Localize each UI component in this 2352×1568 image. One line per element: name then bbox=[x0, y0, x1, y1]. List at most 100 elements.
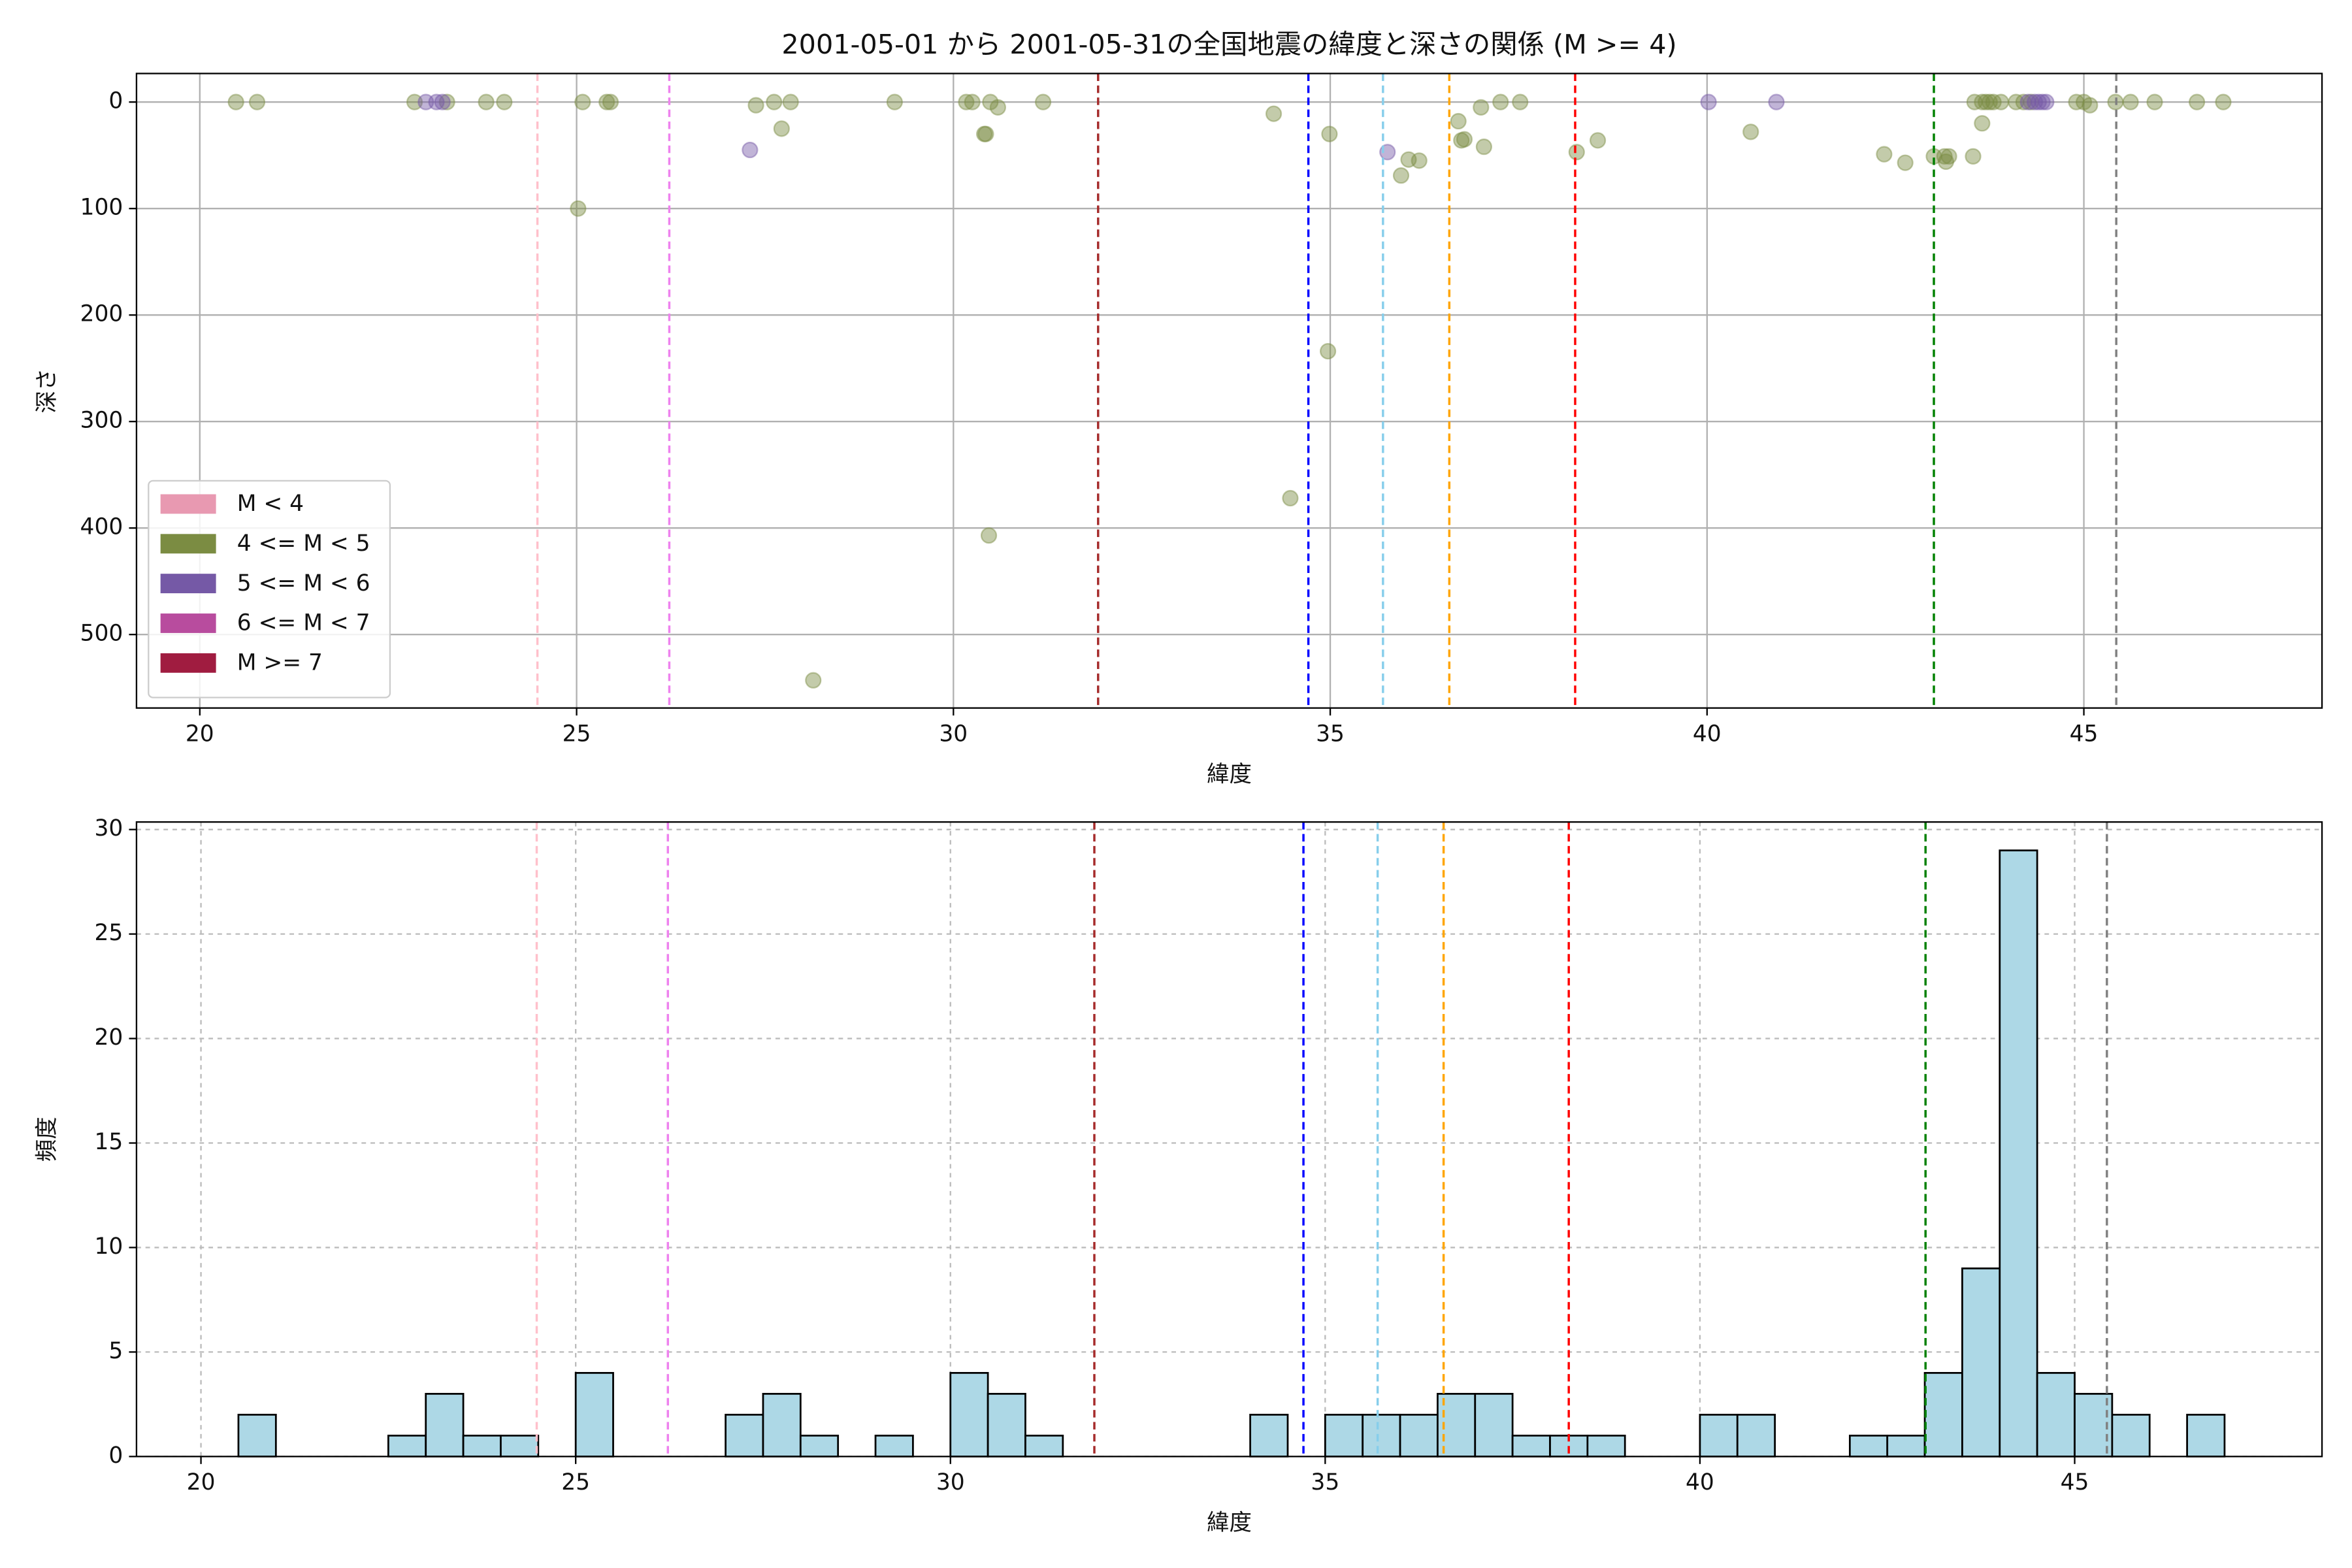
bar bbox=[1586, 1434, 1626, 1458]
bar bbox=[1848, 1434, 1889, 1458]
point bbox=[2026, 93, 2044, 110]
y-tick-label: 500 bbox=[80, 621, 123, 647]
point bbox=[1985, 93, 2002, 110]
y-tick-label: 25 bbox=[94, 920, 123, 946]
point bbox=[434, 93, 451, 110]
bar bbox=[1923, 1372, 1963, 1458]
point bbox=[886, 93, 903, 110]
point bbox=[2075, 93, 2093, 110]
bar bbox=[2111, 1413, 2151, 1458]
x-tick-label: 25 bbox=[561, 1469, 590, 1495]
point bbox=[248, 93, 266, 110]
point bbox=[1589, 132, 1607, 149]
point bbox=[742, 141, 759, 159]
point bbox=[805, 672, 822, 689]
point bbox=[2015, 93, 2032, 110]
point bbox=[1936, 148, 1953, 165]
point bbox=[1940, 148, 1957, 165]
point bbox=[227, 93, 244, 110]
legend-swatch bbox=[160, 653, 216, 673]
legend-swatch bbox=[160, 534, 216, 554]
bar bbox=[500, 1434, 540, 1458]
point bbox=[1568, 144, 1585, 161]
bar bbox=[1699, 1413, 1739, 1458]
x-tick-label: 35 bbox=[1311, 1469, 1339, 1495]
point bbox=[2188, 93, 2206, 110]
point bbox=[989, 99, 1007, 116]
legend: M < 4 4 <= M < 5 5 <= M < 6 6 <= M < 7 M >= … bbox=[148, 480, 391, 698]
bar bbox=[1324, 1413, 1364, 1458]
chart-title: 2001-05-01 から 2001-05-31の全国地震の緯度と深さの関係 (… bbox=[781, 29, 1676, 60]
point bbox=[574, 93, 591, 110]
x-tick-label: 45 bbox=[2061, 1469, 2089, 1495]
bar bbox=[874, 1434, 914, 1458]
legend-label: 6 <= M < 7 bbox=[237, 610, 370, 636]
point bbox=[1411, 152, 1428, 169]
x-tick-label: 30 bbox=[939, 721, 968, 747]
legend-label: 5 <= M < 6 bbox=[237, 570, 370, 596]
point bbox=[1966, 93, 1983, 110]
y-tick-label: 5 bbox=[108, 1338, 123, 1364]
point bbox=[1392, 167, 1410, 184]
point bbox=[1321, 125, 1338, 142]
point bbox=[1700, 93, 1717, 110]
point bbox=[1475, 139, 1493, 155]
point bbox=[1876, 146, 1893, 163]
legend-label: 4 <= M < 5 bbox=[237, 531, 370, 557]
bar bbox=[725, 1413, 764, 1458]
point bbox=[1400, 151, 1417, 168]
bar bbox=[1886, 1434, 1926, 1458]
x-tick-label: 30 bbox=[936, 1469, 965, 1495]
y-axis-label: 深さ bbox=[34, 368, 60, 414]
x-tick-label: 20 bbox=[187, 1469, 216, 1495]
point bbox=[977, 125, 994, 142]
x-tick-label: 45 bbox=[2070, 721, 2099, 747]
y-tick-label: 30 bbox=[94, 815, 123, 841]
point bbox=[1512, 93, 1529, 110]
point bbox=[406, 93, 423, 110]
y-tick-label: 400 bbox=[80, 514, 123, 540]
x-tick-label: 40 bbox=[1686, 1469, 1714, 1495]
bar bbox=[1249, 1413, 1289, 1458]
point bbox=[417, 93, 434, 110]
y-tick-label: 100 bbox=[80, 195, 123, 221]
point bbox=[496, 93, 513, 110]
point bbox=[2034, 93, 2051, 110]
point bbox=[1282, 489, 1299, 507]
point bbox=[2122, 93, 2139, 110]
point bbox=[782, 93, 799, 110]
bar bbox=[1961, 1267, 2001, 1458]
bar bbox=[987, 1392, 1026, 1458]
point bbox=[2082, 97, 2099, 114]
point bbox=[975, 125, 993, 142]
bar bbox=[2036, 1372, 2076, 1458]
point bbox=[1450, 112, 1467, 130]
y-tick-label: 0 bbox=[108, 88, 123, 114]
bar bbox=[574, 1372, 614, 1458]
x-tick-label: 25 bbox=[563, 721, 591, 747]
point bbox=[2019, 93, 2036, 110]
point bbox=[1319, 342, 1337, 360]
point bbox=[2215, 93, 2232, 110]
point bbox=[2038, 93, 2055, 110]
point bbox=[1473, 99, 1490, 116]
point bbox=[958, 93, 975, 110]
y-axis-label: 頻度 bbox=[34, 1117, 60, 1162]
point bbox=[2030, 93, 2047, 110]
point bbox=[1993, 93, 2010, 110]
legend-swatch bbox=[160, 494, 216, 514]
point bbox=[773, 120, 790, 137]
point bbox=[980, 527, 998, 544]
point bbox=[428, 93, 445, 110]
y-tick-label: 200 bbox=[80, 301, 123, 327]
x-axis-label: 緯度 bbox=[1207, 1510, 1252, 1536]
bar bbox=[1511, 1434, 1551, 1458]
legend-label: M < 4 bbox=[237, 491, 304, 517]
bar bbox=[237, 1413, 277, 1458]
x-axis-label: 緯度 bbox=[1207, 761, 1252, 787]
bar bbox=[1399, 1413, 1439, 1458]
point bbox=[2023, 93, 2040, 110]
y-tick-label: 15 bbox=[94, 1129, 123, 1155]
